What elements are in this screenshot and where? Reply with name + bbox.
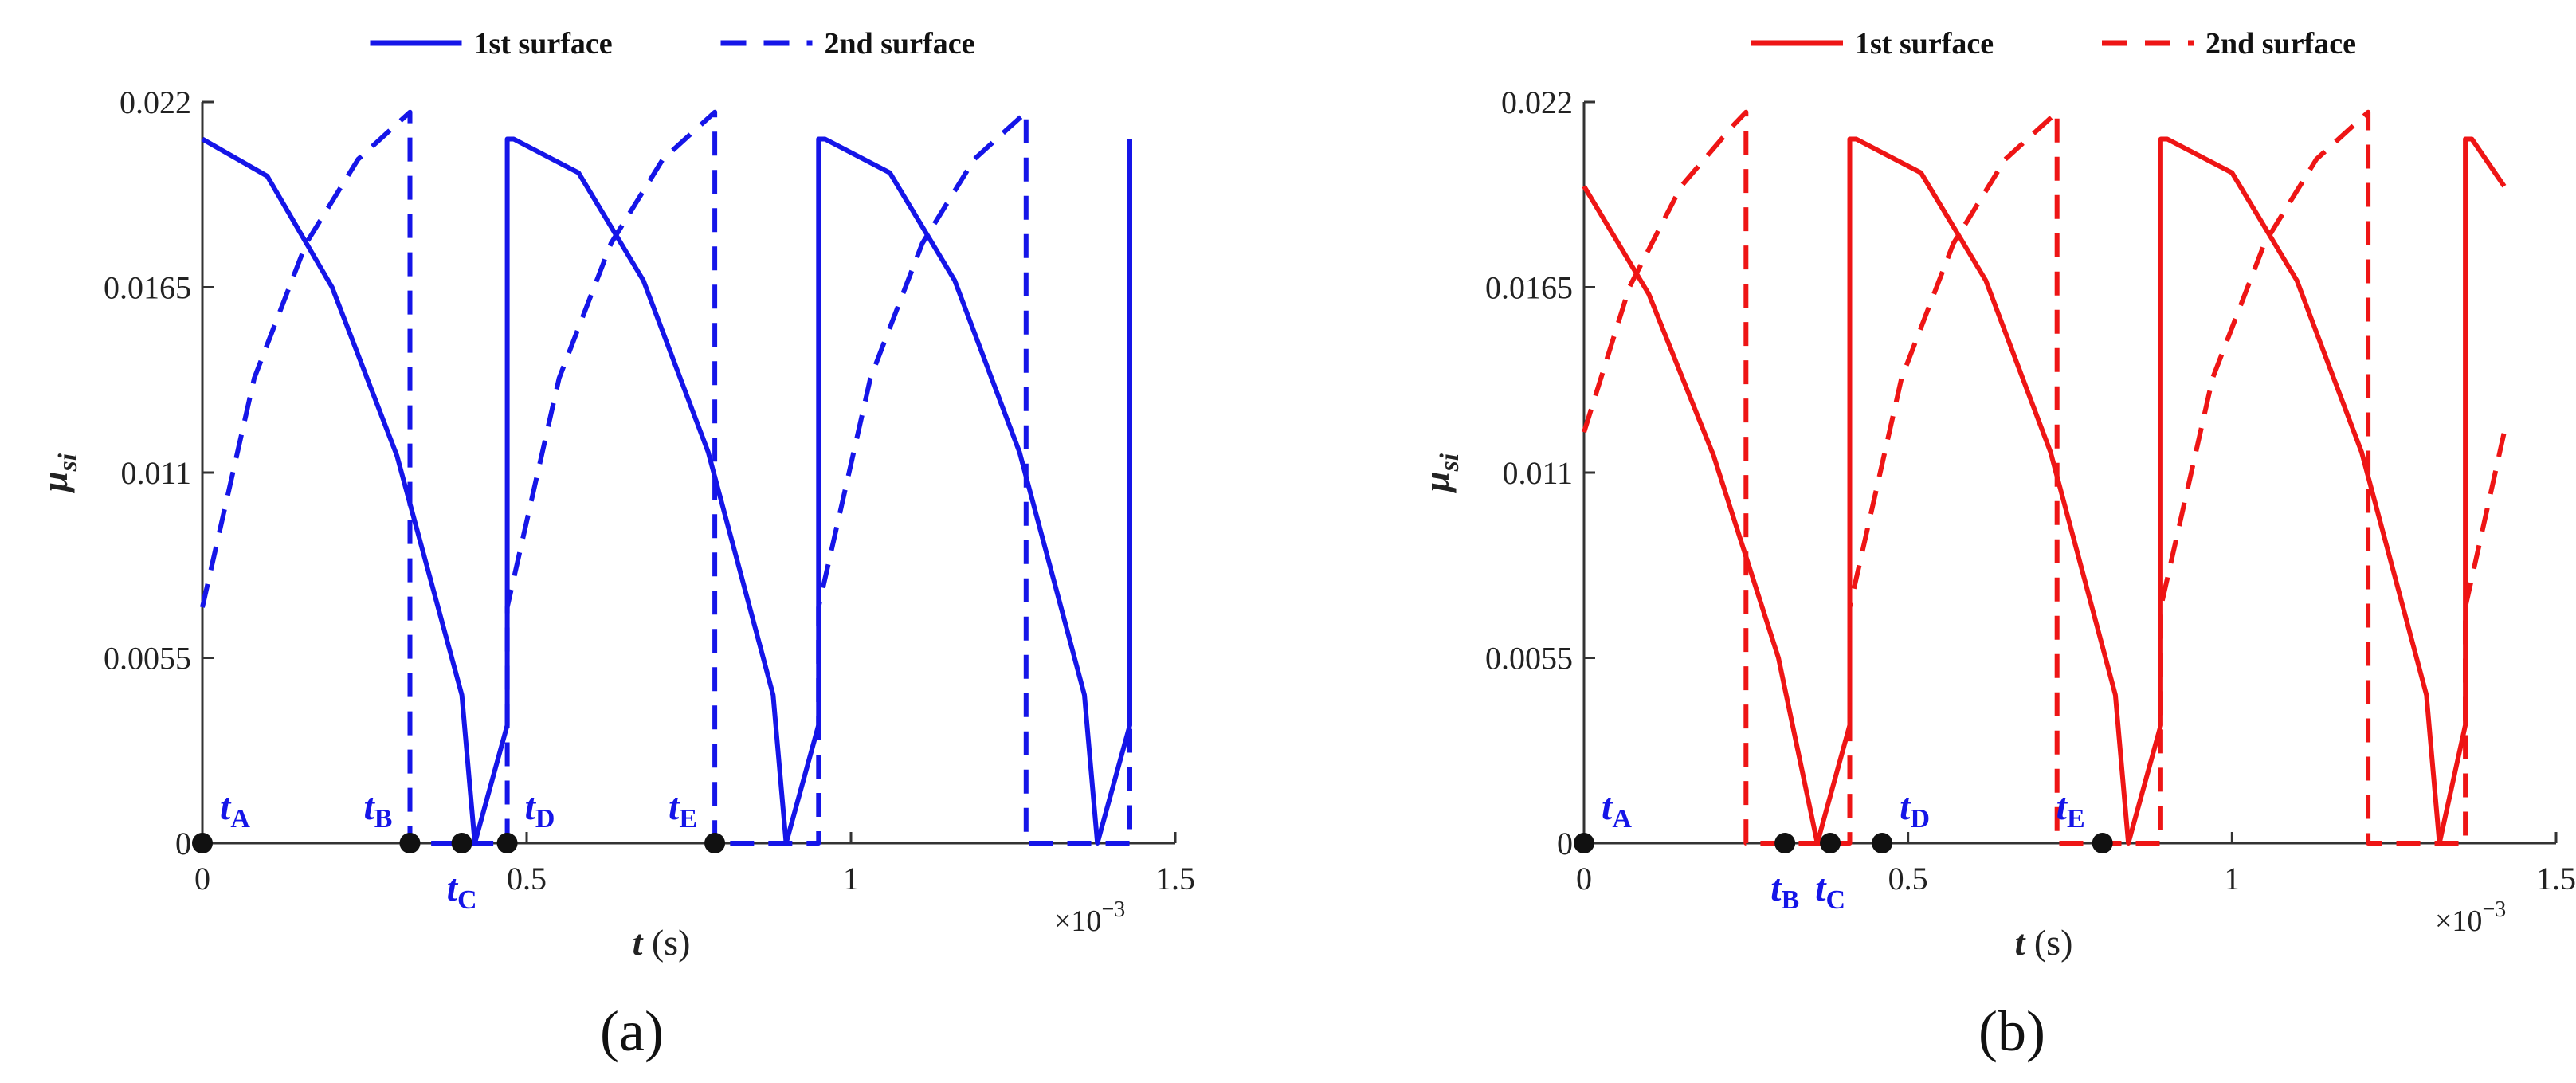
series-line-2	[1582, 109, 2507, 846]
x-multiplier-exponent: −3	[1101, 897, 1125, 922]
marker-t-var: t	[1815, 867, 1827, 909]
marker-subscript: B	[1781, 885, 1799, 915]
x-axis-label-var: t	[633, 922, 644, 963]
y-tick-label: 0.022	[120, 84, 191, 120]
marker-subscript: A	[230, 804, 250, 834]
marker-subscript: D	[1910, 804, 1930, 834]
marker-subscript: C	[457, 885, 477, 915]
marker-tC-label: tC	[447, 867, 477, 915]
series-line-2	[200, 109, 1132, 846]
chart-panel-a: 0 0.0055 0.011 0.0165 0.022 0 0.5 1 1.5 ×10−3 t (s…	[34, 27, 1195, 1063]
marker-tA-dot	[1574, 833, 1594, 853]
marker-t-var: t	[220, 786, 232, 828]
panel-label: (b)	[1978, 999, 2045, 1063]
marker-tA-dot	[192, 833, 213, 853]
x-tick-label: 1	[843, 861, 859, 897]
x-multiplier-exponent: −3	[2482, 897, 2506, 922]
x-axis-label: t (s)	[2015, 922, 2073, 963]
marker-subscript: A	[1612, 804, 1632, 834]
marker-tD-dot	[496, 833, 518, 853]
x-axis-label: t (s)	[633, 922, 691, 963]
marker-t-var: t	[1900, 786, 1911, 828]
y-tick-label: 0	[1557, 826, 1573, 861]
marker-tC-label: tC	[1815, 867, 1845, 915]
y-axis-label-main: μ	[1416, 472, 1457, 494]
legend-entry-2: 2nd surface	[2205, 27, 2356, 61]
y-tick-label: 0.011	[1502, 455, 1573, 491]
marker-tC-dot	[451, 833, 472, 853]
marker-subscript: B	[374, 804, 393, 834]
x-tick-label: 0.5	[507, 861, 547, 897]
y-tick-label: 0.011	[120, 455, 191, 491]
x-tick-label: 0	[1576, 861, 1592, 897]
y-tick-label: 0	[175, 826, 191, 861]
marker-t-var: t	[1770, 867, 1782, 909]
y-tick-label: 0.0165	[1485, 270, 1573, 306]
marker-tE-label: tE	[2056, 786, 2085, 834]
x-axis-label-unit: (s)	[642, 922, 690, 963]
legend-entry-2: 2nd surface	[825, 27, 975, 61]
marker-t-var: t	[669, 786, 680, 828]
y-axis-label-sub: si	[53, 453, 83, 472]
marker-tB-dot	[399, 833, 421, 853]
marker-tE-label: tE	[669, 786, 697, 834]
legend: 1st surface 2nd surface	[1751, 27, 2356, 61]
y-tick-label: 0.0055	[1485, 641, 1573, 677]
marker-t-var: t	[447, 867, 459, 909]
marker-tB-label: tB	[1770, 867, 1799, 915]
marker-t-var: t	[363, 786, 375, 828]
marker-t-var: t	[525, 786, 537, 828]
x-multiplier-label: ×10−3	[2435, 897, 2506, 938]
x-tick-label: 0.5	[1888, 861, 1928, 897]
marker-tA-label: tA	[220, 786, 250, 834]
legend-entry-1: 1st surface	[474, 27, 613, 61]
y-axis-label: μsi	[1416, 453, 1464, 493]
marker-tA-label: tA	[1602, 786, 1632, 834]
y-tick-label: 0.022	[1501, 84, 1573, 120]
x-tick-label: 1.5	[2536, 861, 2576, 897]
y-axis-label-sub: si	[1435, 453, 1464, 472]
marker-subscript: E	[2067, 804, 2085, 834]
y-axis-label-group: μsi	[1416, 453, 1464, 493]
marker-subscript: D	[535, 804, 555, 834]
marker-subscript: E	[679, 804, 697, 834]
x-axis-label-unit: (s)	[2025, 922, 2072, 963]
marker-tE-dot	[704, 833, 726, 853]
marker-subscript: C	[1825, 885, 1845, 915]
marker-t-var: t	[1602, 786, 1613, 828]
marker-tD-dot	[1872, 833, 1893, 853]
panel-label: (a)	[600, 999, 664, 1063]
series-line-1	[201, 136, 1132, 846]
x-tick-label: 1	[2224, 861, 2240, 897]
x-multiplier-label: ×10−3	[1054, 897, 1125, 938]
marker-tB-dot	[1774, 833, 1796, 853]
y-axis-label-group: μsi	[34, 453, 83, 493]
marker-tC-dot	[1820, 833, 1841, 853]
marker-tD-label: tD	[525, 786, 555, 834]
marker-tE-dot	[2092, 833, 2113, 853]
marker-t-var: t	[2056, 786, 2068, 828]
x-tick-label: 0	[194, 861, 210, 897]
y-axis-label-main: μ	[34, 472, 75, 494]
marker-tD-label: tD	[1900, 786, 1930, 834]
legend-entry-1: 1st surface	[1855, 27, 1994, 61]
marker-tB-label: tB	[363, 786, 392, 834]
legend: 1st surface 2nd surface	[370, 27, 975, 61]
x-axis-label-var: t	[2015, 922, 2026, 963]
y-axis-label: μsi	[34, 453, 83, 493]
y-tick-label: 0.0055	[104, 641, 191, 677]
y-tick-label: 0.0165	[104, 270, 191, 306]
chart-panel-b: 0 0.0055 0.011 0.0165 0.022 0 0.5 1 1.5 ×10−3 t (s…	[1416, 27, 2576, 1063]
x-tick-label: 1.5	[1155, 861, 1195, 897]
